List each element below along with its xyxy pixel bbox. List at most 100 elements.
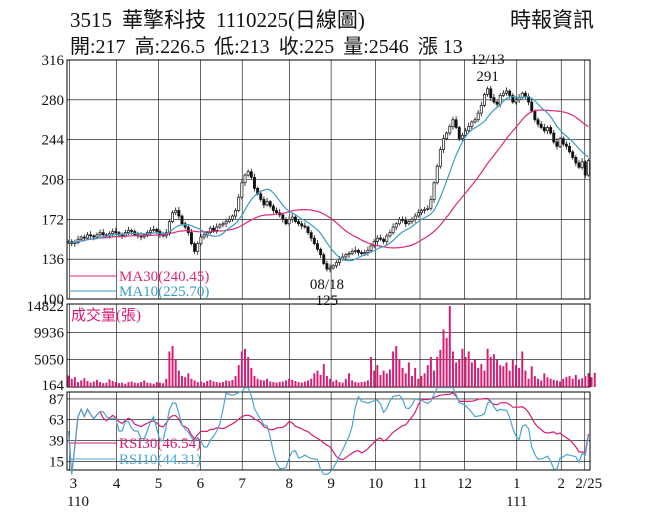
candle-body: [130, 230, 134, 232]
x-tick-label-1: 4: [113, 476, 121, 492]
change-value: 漲 13: [417, 36, 463, 58]
candle-body: [240, 182, 244, 198]
volume-bar: [234, 376, 237, 387]
candle-body: [558, 138, 562, 147]
candle-body: [388, 232, 392, 237]
candle-body: [353, 249, 357, 252]
price-y-tick-5: 136: [42, 252, 65, 268]
volume-bar: [146, 382, 149, 387]
volume-bar: [284, 380, 287, 387]
volume-bar: [124, 383, 127, 387]
volume-bar: [530, 366, 533, 387]
annotation-low-value: 125: [316, 293, 339, 309]
candle-body: [394, 223, 398, 228]
volume-y-tick-2: 5050: [34, 352, 64, 368]
volume-bar: [171, 346, 174, 387]
volume-bar: [370, 356, 373, 387]
candle-body: [391, 226, 395, 233]
volume-bar: [278, 382, 281, 387]
candle-body: [218, 224, 222, 228]
candle-body: [356, 249, 360, 253]
volume-bar: [505, 362, 508, 387]
price-y-tick-2: 244: [42, 133, 65, 149]
candle-body: [101, 232, 105, 236]
candle-body: [454, 119, 458, 128]
candle-body: [564, 143, 568, 147]
annotation-high-value: 291: [476, 69, 499, 85]
candle-body: [338, 258, 341, 263]
rsi10-line: [68, 387, 589, 475]
volume-bar: [225, 380, 228, 387]
price-y-tick-3: 208: [42, 173, 65, 189]
candle-body: [344, 254, 348, 258]
volume-bar: [540, 380, 543, 387]
candle-body: [89, 234, 93, 237]
volume-bar: [464, 356, 467, 387]
candle-body: [212, 227, 215, 231]
volume-bar: [543, 373, 546, 387]
candle-body: [542, 127, 546, 132]
volume-bar: [174, 359, 177, 387]
candle-body: [111, 231, 115, 235]
candle-body: [297, 221, 301, 225]
volume-bar: [455, 362, 458, 387]
candle-body: [457, 127, 461, 139]
candle-body: [435, 165, 439, 184]
volume-bar: [527, 378, 530, 387]
volume-bar: [514, 365, 517, 387]
candle-body: [369, 245, 373, 251]
volume-bar: [524, 370, 527, 387]
rsi-y-tick-3: 15: [49, 454, 64, 470]
candle-body: [328, 267, 332, 270]
volume-bar: [546, 377, 549, 387]
close-value: 收:225: [278, 36, 335, 58]
volume-bar: [344, 378, 347, 387]
data-source: 時報資訊: [510, 8, 594, 32]
volume-bar: [121, 382, 124, 387]
volume-bar: [184, 377, 187, 387]
annotation-low-date: 08/18: [310, 277, 344, 293]
candle-body: [196, 243, 200, 252]
ma30-line: [68, 109, 589, 249]
volume-bar: [319, 374, 322, 387]
volume-bar: [581, 378, 584, 387]
rsi30-legend-label: RSI30(46.54): [119, 436, 201, 452]
volume-bar: [496, 359, 499, 387]
open-value: 開:217: [70, 36, 126, 58]
volume-bar: [388, 369, 391, 387]
volume-bar: [187, 373, 190, 387]
candle-body: [126, 230, 130, 233]
candle-body: [199, 236, 203, 245]
volume-bar: [414, 367, 417, 387]
candle-body: [580, 161, 584, 168]
x-tick-label-7: 10: [368, 476, 383, 492]
candle-body: [290, 216, 294, 220]
volume-bar: [489, 356, 492, 387]
candle-body: [571, 151, 575, 158]
volume-bar: [143, 380, 146, 387]
candle-body: [149, 230, 152, 233]
volume-bar: [237, 365, 240, 387]
volume-bar: [587, 373, 590, 387]
volume-bar: [448, 306, 451, 387]
candle-body: [385, 235, 389, 242]
rsi10-legend-label: RSI10(44.31): [119, 452, 201, 468]
volume-bar: [111, 380, 114, 387]
candle-body: [375, 237, 379, 242]
volume-bar: [322, 364, 325, 387]
ma30-legend-label: MA30(240.45): [119, 269, 209, 285]
rsi-y-tick-1: 63: [49, 413, 64, 429]
price-y-tick-1: 280: [42, 93, 65, 109]
volume-bar: [152, 383, 155, 387]
volume-bar: [105, 382, 108, 387]
candle-body: [483, 93, 486, 106]
candle-body: [268, 201, 272, 207]
candle-body: [523, 92, 527, 97]
volume-bar: [348, 373, 350, 387]
candle-body: [221, 223, 225, 226]
volume-bar: [376, 365, 379, 387]
volume-bar: [244, 348, 246, 387]
candle-body: [265, 201, 269, 206]
volume-bar: [407, 362, 410, 387]
candle-body: [511, 95, 515, 103]
